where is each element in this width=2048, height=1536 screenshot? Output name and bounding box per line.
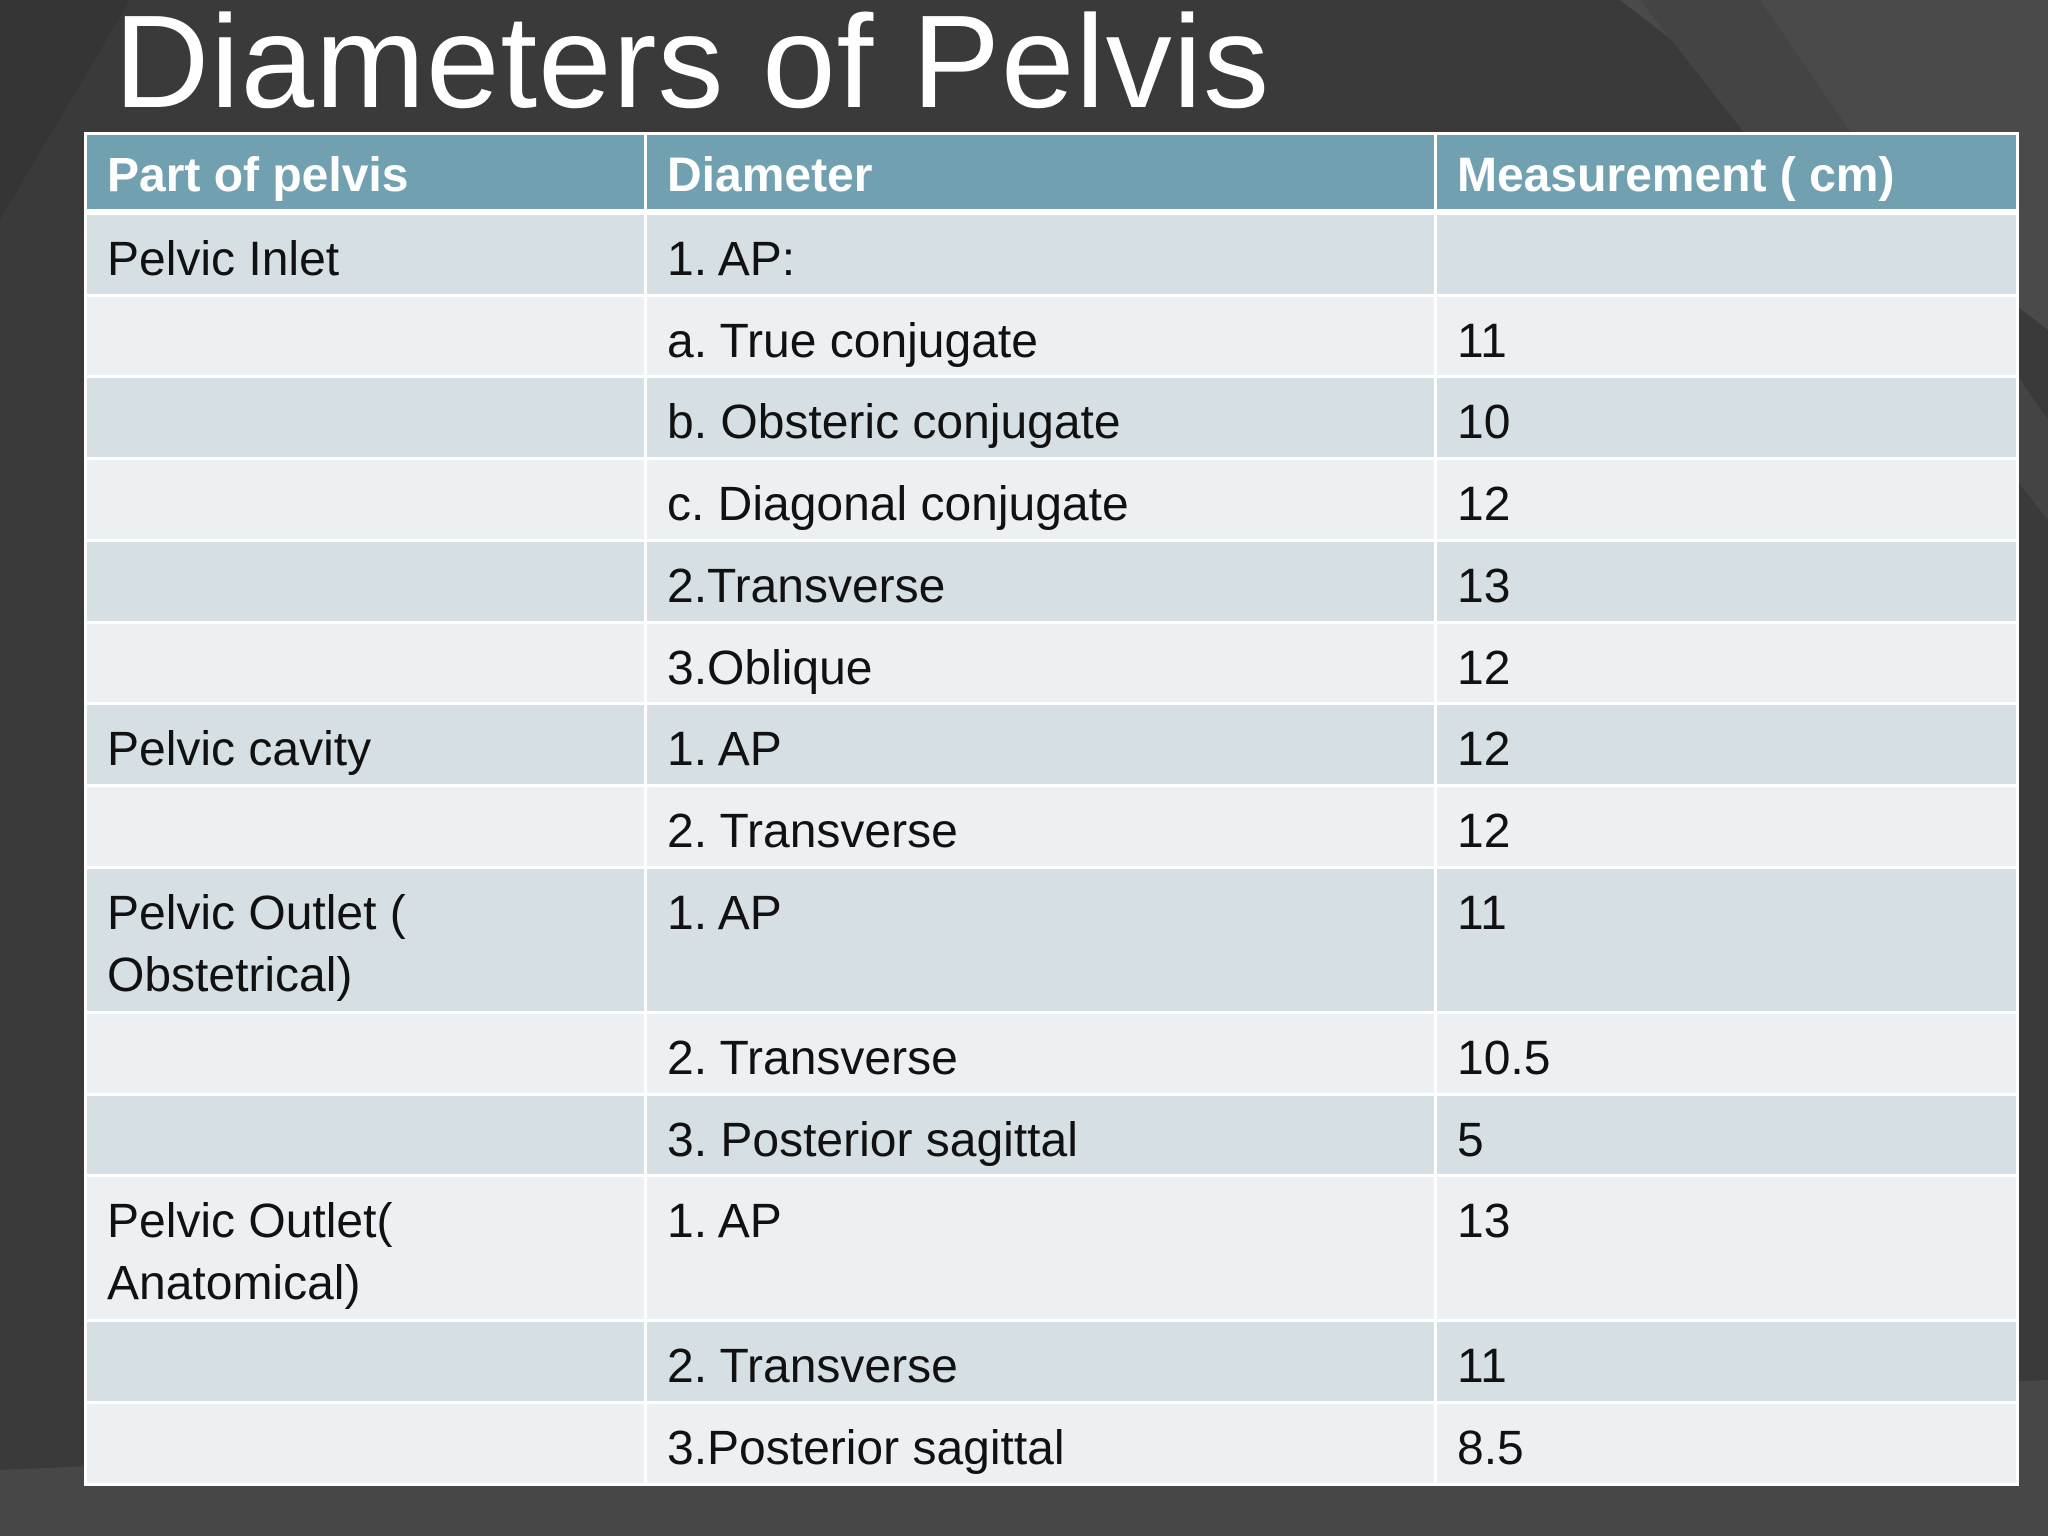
measurement-cell: 12: [1434, 784, 2019, 869]
part-cell: [84, 293, 647, 379]
table-row: c. Diagonal conjugate 12: [84, 457, 2019, 542]
measurement-cell: 12: [1434, 620, 2019, 706]
diameter-cell: 1. AP: [644, 865, 1437, 1014]
header-part-of-pelvis: Part of pelvis: [84, 132, 647, 215]
measurement-cell: 13: [1434, 538, 2019, 624]
table-row: Pelvic Outlet( Anatomical) 1. AP 13: [84, 1174, 2019, 1323]
table-row: 2. Transverse 10.5: [84, 1010, 2019, 1096]
diameter-cell: 2. Transverse: [644, 1010, 1437, 1096]
measurement-cell: 10.5: [1434, 1010, 2019, 1096]
diameter-cell: b. Obsteric conjugate: [644, 375, 1437, 461]
part-cell: [84, 1401, 647, 1486]
measurement-cell: 12: [1434, 457, 2019, 542]
part-cell: Pelvic Inlet: [84, 210, 647, 297]
diameter-cell: 1. AP: [644, 702, 1437, 788]
part-cell: [84, 1319, 647, 1405]
table-row: Pelvic Inlet 1. AP:: [84, 210, 2019, 297]
measurement-cell: 12: [1434, 702, 2019, 788]
diameter-cell: c. Diagonal conjugate: [644, 457, 1437, 542]
table-row: b. Obsteric conjugate 10: [84, 375, 2019, 461]
pelvis-diameters-table: Part of pelvis Diameter Measurement ( cm…: [84, 132, 2019, 1486]
diameter-cell: 3. Posterior sagittal: [644, 1092, 1437, 1178]
diameter-cell: 1. AP: [644, 1174, 1437, 1323]
part-cell: Pelvic cavity: [84, 702, 647, 788]
diameter-cell: a. True conjugate: [644, 293, 1437, 379]
pelvis-diameters-table-container: Part of pelvis Diameter Measurement ( cm…: [84, 132, 2019, 1486]
diameter-cell: 3.Oblique: [644, 620, 1437, 706]
part-cell: [84, 620, 647, 706]
slide-title: Diameters of Pelvis: [114, 0, 1271, 135]
header-measurement: Measurement ( cm): [1434, 132, 2019, 215]
measurement-cell: 11: [1434, 1319, 2019, 1405]
table-row: 2. Transverse 11: [84, 1319, 2019, 1405]
measurement-cell: 8.5: [1434, 1401, 2019, 1486]
table-row: Pelvic cavity 1. AP 12: [84, 702, 2019, 788]
header-diameter: Diameter: [644, 132, 1437, 215]
part-cell: [84, 1092, 647, 1178]
part-cell: [84, 784, 647, 869]
part-cell: [84, 1010, 647, 1096]
table-row: Pelvic Outlet ( Obstetrical) 1. AP 11: [84, 865, 2019, 1014]
part-cell: [84, 457, 647, 542]
diameter-cell: 1. AP:: [644, 210, 1437, 297]
table-row: 2. Transverse 12: [84, 784, 2019, 869]
part-cell: Pelvic Outlet( Anatomical): [84, 1174, 647, 1323]
measurement-cell: 5: [1434, 1092, 2019, 1178]
measurement-cell: 11: [1434, 865, 2019, 1014]
table-row: 3.Oblique 12: [84, 620, 2019, 706]
measurement-cell: 13: [1434, 1174, 2019, 1323]
diameter-cell: 2. Transverse: [644, 784, 1437, 869]
diameter-cell: 2.Transverse: [644, 538, 1437, 624]
table-row: 3.Posterior sagittal 8.5: [84, 1401, 2019, 1486]
diameter-cell: 3.Posterior sagittal: [644, 1401, 1437, 1486]
table-row: 2.Transverse 13: [84, 538, 2019, 624]
part-cell: [84, 538, 647, 624]
table-row: a. True conjugate 11: [84, 293, 2019, 379]
measurement-cell: 10: [1434, 375, 2019, 461]
table-header-row: Part of pelvis Diameter Measurement ( cm…: [84, 132, 2019, 215]
table-row: 3. Posterior sagittal 5: [84, 1092, 2019, 1178]
measurement-cell: [1434, 210, 2019, 297]
part-cell: Pelvic Outlet ( Obstetrical): [84, 865, 647, 1014]
measurement-cell: 11: [1434, 293, 2019, 379]
part-cell: [84, 375, 647, 461]
diameter-cell: 2. Transverse: [644, 1319, 1437, 1405]
